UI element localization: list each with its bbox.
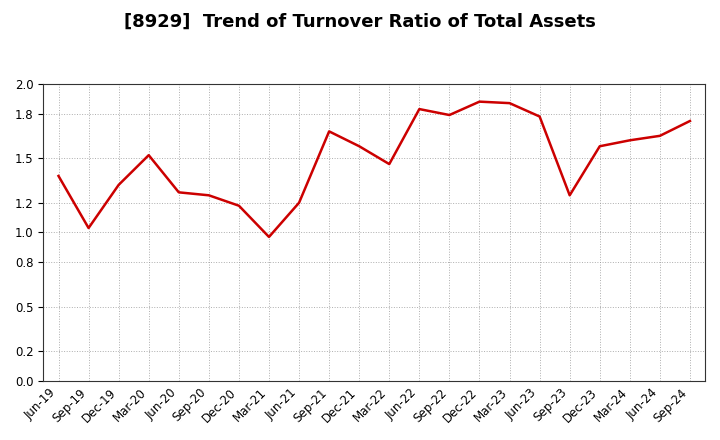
Text: [8929]  Trend of Turnover Ratio of Total Assets: [8929] Trend of Turnover Ratio of Total …	[124, 13, 596, 31]
